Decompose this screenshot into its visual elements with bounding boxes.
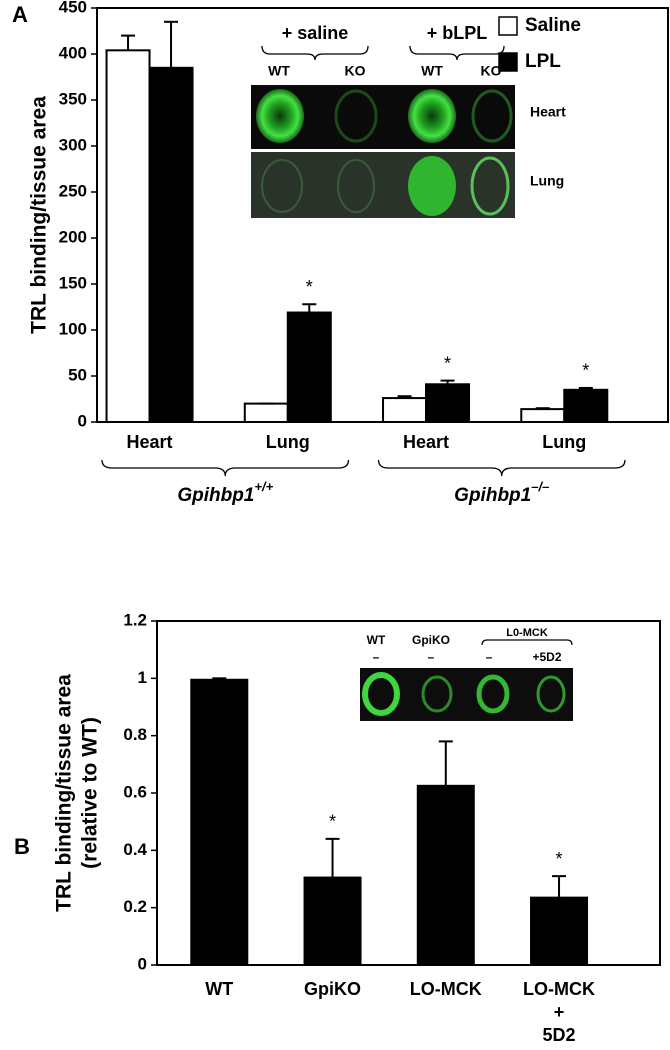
- inset-treatment: –: [486, 650, 493, 664]
- bar: [286, 311, 332, 423]
- bar: [382, 397, 428, 423]
- bar: [520, 408, 566, 423]
- bar: [416, 784, 475, 966]
- inset-treatment: –: [428, 650, 435, 664]
- inset-tissue: Heart: [530, 104, 566, 120]
- bar: [303, 876, 362, 966]
- x-tick-label: Lung: [266, 432, 310, 452]
- legend-swatch: [498, 52, 518, 72]
- bar: [190, 678, 249, 966]
- y-tick-label: 0.2: [123, 897, 147, 916]
- significance-mark: *: [329, 812, 336, 832]
- legend-label: Saline: [525, 15, 581, 36]
- x-tick-label: Heart: [127, 432, 173, 452]
- inset-genotype: WT: [421, 63, 443, 79]
- legend-label: LPL: [525, 51, 561, 72]
- inset-sample: GpiKO: [412, 633, 450, 647]
- x-tick-label: Lung: [542, 432, 586, 452]
- inset-group: L0-MCK: [506, 627, 548, 639]
- tissue-section: [256, 89, 304, 143]
- y-tick-label: 300: [59, 135, 87, 154]
- y-tick-label: 1.2: [123, 610, 147, 629]
- inset-treatment: +5D2: [532, 650, 561, 664]
- bracket: [481, 639, 573, 646]
- plot-frame: [96, 7, 669, 423]
- y-tick-label: 1: [138, 668, 147, 687]
- y-tick-label: 350: [59, 89, 87, 108]
- panel-label: B: [14, 834, 30, 859]
- tissue-section: [476, 674, 510, 714]
- group-superscript: +/+: [254, 479, 273, 494]
- bar: [105, 49, 151, 423]
- tissue-section: [471, 89, 513, 143]
- y-axis-label: TRL binding/tissue area: [53, 674, 76, 912]
- micrograph: [360, 668, 573, 721]
- y-tick-label: 100: [59, 319, 87, 338]
- panel-a: A TRL binding/tissue area 0 50 100 150 200 250 3…: [12, 0, 669, 506]
- inset-a: + saline + bLPL WT KO WT KO Heart Lung: [251, 23, 566, 218]
- inset-genotype: WT: [268, 63, 290, 79]
- y-tick-label: 400: [59, 43, 87, 62]
- panel-b: B TRL binding/tissue area (relative to WT)…: [14, 610, 661, 1045]
- y-axis-label: TRL binding/tissue area: [28, 96, 51, 334]
- y-tick-label: 0.8: [123, 725, 147, 744]
- bar: [243, 402, 289, 424]
- tissue-section: [362, 672, 400, 716]
- group-label: Gpihbp1–/–: [454, 479, 549, 506]
- plot-frame: [156, 620, 661, 966]
- legend-swatch: [498, 16, 518, 36]
- tissue-section: [334, 89, 378, 143]
- inset-b: WT GpiKO L0-MCK – – – +5D2: [360, 627, 573, 721]
- inset-genotype: KO: [345, 63, 366, 79]
- tissue-section: [536, 675, 566, 713]
- y-tick-label: 200: [59, 227, 87, 246]
- group-superscript: –/–: [531, 479, 549, 494]
- bar: [425, 383, 471, 423]
- y-tick-label: 0.4: [123, 840, 147, 859]
- y-tick-label: 150: [59, 273, 87, 292]
- inset-treatment: –: [373, 650, 380, 664]
- x-tick-label: LO-MCK: [410, 979, 482, 999]
- y-tick-label: 0.6: [123, 782, 147, 801]
- bar: [148, 66, 194, 424]
- inset-condition: + saline: [282, 23, 349, 43]
- x-tick-label: LO-MCK: [523, 979, 595, 999]
- bar: [530, 896, 589, 967]
- inset-sample: WT: [367, 633, 386, 647]
- inset-genotype: KO: [481, 63, 502, 79]
- x-tick-label: Heart: [403, 432, 449, 452]
- tissue-section: [337, 159, 375, 213]
- x-tick-label: 5D2: [543, 1025, 576, 1045]
- x-tick-label: GpiKO: [304, 979, 361, 999]
- x-tick-label: +: [554, 1002, 565, 1022]
- y-tick-label: 250: [59, 181, 87, 200]
- significance-mark: *: [556, 849, 563, 869]
- tissue-section: [261, 159, 303, 213]
- bracket: [261, 45, 369, 61]
- group-label: Gpihbp1+/+: [177, 479, 273, 506]
- tissue-section: [421, 675, 453, 713]
- group-name: Gpihbp1: [177, 485, 254, 506]
- significance-mark: *: [582, 361, 589, 381]
- bracket: [409, 45, 505, 61]
- tissue-section: [408, 156, 456, 216]
- tissue-section: [408, 89, 456, 143]
- inset-tissue: Lung: [530, 173, 564, 189]
- significance-mark: *: [444, 353, 451, 373]
- y-tick-label: 0: [138, 954, 147, 973]
- panel-label: A: [12, 2, 28, 27]
- y-tick-label: 50: [68, 365, 87, 384]
- group-brace: [101, 459, 350, 477]
- y-tick-label: 0: [78, 411, 87, 430]
- inset-condition: + bLPL: [427, 23, 488, 43]
- x-tick-label: WT: [205, 979, 233, 999]
- tissue-section: [470, 156, 510, 216]
- y-tick-label: 450: [59, 0, 87, 16]
- group-name: Gpihbp1: [454, 485, 531, 506]
- y-axis-label: (relative to WT): [79, 717, 102, 869]
- significance-mark: *: [306, 277, 313, 297]
- bar: [563, 388, 609, 423]
- group-brace: [377, 459, 626, 477]
